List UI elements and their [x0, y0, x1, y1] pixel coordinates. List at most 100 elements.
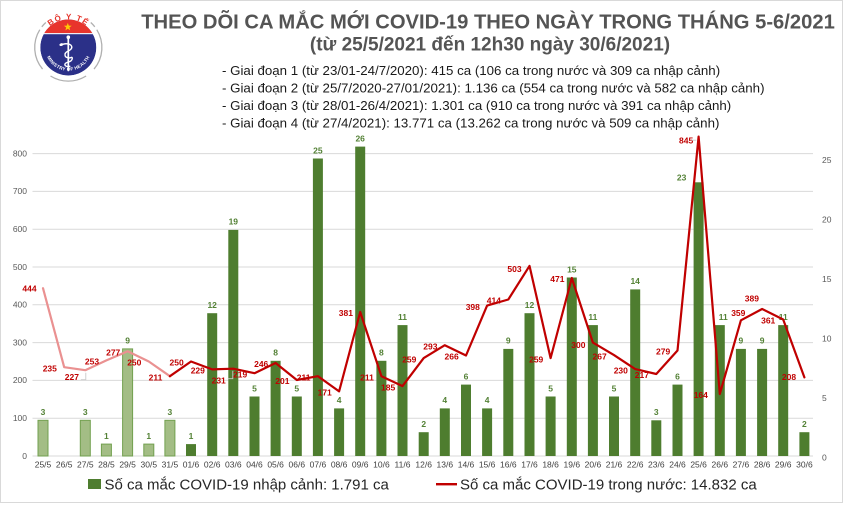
svg-text:279: 279 — [656, 347, 670, 357]
svg-text:219: 219 — [233, 369, 247, 379]
svg-text:23/6: 23/6 — [648, 460, 665, 470]
svg-text:300: 300 — [571, 340, 585, 350]
svg-text:6: 6 — [464, 371, 469, 381]
svg-text:266: 266 — [445, 352, 459, 362]
svg-text:19/6: 19/6 — [564, 460, 581, 470]
svg-text:381: 381 — [339, 308, 353, 318]
svg-text:1: 1 — [104, 431, 109, 441]
svg-text:444: 444 — [22, 284, 36, 294]
svg-text:201: 201 — [275, 376, 289, 386]
svg-text:0: 0 — [822, 453, 827, 463]
svg-text:8: 8 — [379, 348, 384, 358]
svg-text:18/6: 18/6 — [542, 460, 559, 470]
svg-text:16/6: 16/6 — [500, 460, 517, 470]
svg-text:500: 500 — [13, 262, 27, 272]
svg-text:293: 293 — [423, 341, 437, 351]
svg-text:5: 5 — [612, 383, 617, 393]
svg-text:235: 235 — [43, 363, 57, 373]
svg-text:230: 230 — [614, 365, 628, 375]
svg-text:25/6: 25/6 — [690, 460, 707, 470]
svg-text:6: 6 — [675, 371, 680, 381]
svg-text:12/6: 12/6 — [415, 460, 432, 470]
svg-text:1: 1 — [146, 431, 151, 441]
svg-text:800: 800 — [13, 148, 27, 158]
svg-text:5: 5 — [294, 383, 299, 393]
svg-text:11: 11 — [719, 312, 728, 322]
svg-text:250: 250 — [170, 358, 184, 368]
svg-text:21/6: 21/6 — [606, 460, 623, 470]
svg-text:- Giai đoạn 4 (từ 27/4/2021):: - Giai đoạn 4 (từ 27/4/2021): 13.771 ca … — [222, 116, 719, 131]
svg-text:211: 211 — [297, 372, 311, 382]
svg-text:04/6: 04/6 — [246, 460, 263, 470]
svg-text:231: 231 — [212, 375, 226, 385]
svg-text:11: 11 — [398, 312, 407, 322]
svg-text:11/6: 11/6 — [395, 460, 411, 470]
svg-text:2: 2 — [802, 419, 807, 429]
svg-text:11: 11 — [588, 312, 597, 322]
svg-text:- Giai đoạn 2 (từ 25/7/2020-27: - Giai đoạn 2 (từ 25/7/2020-27/01/2021):… — [222, 81, 765, 96]
svg-text:398: 398 — [466, 302, 480, 312]
svg-text:600: 600 — [13, 224, 27, 234]
svg-text:9: 9 — [506, 336, 511, 346]
svg-text:3: 3 — [83, 407, 88, 417]
svg-text:389: 389 — [745, 294, 759, 304]
svg-text:Số ca mắc COVID-19 nhập cảnh:: Số ca mắc COVID-19 nhập cảnh: 1.791 ca — [105, 477, 390, 494]
svg-text:07/6: 07/6 — [310, 460, 327, 470]
svg-text:09/6: 09/6 — [352, 460, 369, 470]
svg-text:5: 5 — [252, 383, 257, 393]
svg-text:02/6: 02/6 — [204, 460, 221, 470]
svg-text:19: 19 — [229, 217, 239, 227]
svg-text:211: 211 — [360, 372, 374, 382]
svg-text:05/6: 05/6 — [267, 460, 284, 470]
svg-text:259: 259 — [529, 354, 543, 364]
svg-text:217: 217 — [635, 370, 649, 380]
svg-text:10/6: 10/6 — [373, 460, 390, 470]
svg-text:8: 8 — [273, 348, 278, 358]
svg-text:471: 471 — [550, 274, 564, 284]
svg-text:3: 3 — [654, 407, 659, 417]
svg-text:08/6: 08/6 — [331, 460, 348, 470]
svg-text:15: 15 — [567, 264, 577, 274]
svg-text:267: 267 — [593, 351, 607, 361]
svg-text:30/6: 30/6 — [796, 460, 813, 470]
svg-text:12: 12 — [525, 300, 535, 310]
svg-text:23: 23 — [677, 172, 687, 182]
svg-text:20: 20 — [822, 215, 832, 225]
svg-text:28/6: 28/6 — [754, 460, 771, 470]
svg-text:246: 246 — [254, 359, 268, 369]
svg-text:10: 10 — [822, 334, 832, 344]
svg-text:31/5: 31/5 — [162, 460, 179, 470]
svg-text:845: 845 — [679, 136, 693, 146]
svg-text:5: 5 — [822, 393, 827, 403]
svg-text:28/5: 28/5 — [98, 460, 115, 470]
svg-text:250: 250 — [127, 358, 141, 368]
svg-text:400: 400 — [13, 300, 27, 310]
svg-text:208: 208 — [782, 372, 796, 382]
svg-text:9: 9 — [739, 336, 744, 346]
svg-text:29/5: 29/5 — [119, 460, 136, 470]
svg-text:414: 414 — [487, 296, 501, 306]
svg-text:171: 171 — [318, 388, 332, 398]
svg-text:12: 12 — [207, 300, 217, 310]
svg-text:15: 15 — [822, 274, 832, 284]
svg-text:26/6: 26/6 — [712, 460, 729, 470]
svg-text:01/6: 01/6 — [183, 460, 200, 470]
svg-text:503: 503 — [507, 264, 521, 274]
svg-text:17/6: 17/6 — [521, 460, 538, 470]
svg-text:1: 1 — [189, 431, 194, 441]
svg-text:11: 11 — [779, 312, 788, 322]
svg-text:4: 4 — [442, 395, 447, 405]
svg-text:13/6: 13/6 — [437, 460, 454, 470]
svg-text:9: 9 — [125, 336, 130, 346]
svg-text:03/6: 03/6 — [225, 460, 242, 470]
svg-text:24/6: 24/6 — [669, 460, 686, 470]
svg-text:164: 164 — [694, 390, 708, 400]
svg-text:27/6: 27/6 — [733, 460, 750, 470]
svg-text:25: 25 — [313, 145, 323, 155]
svg-text:26/5: 26/5 — [56, 460, 73, 470]
svg-text:(từ 25/5/2021 đến 12h30 ngày 3: (từ 25/5/2021 đến 12h30 ngày 30/6/2021) — [310, 35, 670, 56]
svg-text:30/5: 30/5 — [141, 460, 158, 470]
svg-text:277: 277 — [106, 348, 120, 358]
svg-text:361: 361 — [761, 316, 775, 326]
svg-text:200: 200 — [13, 375, 27, 385]
